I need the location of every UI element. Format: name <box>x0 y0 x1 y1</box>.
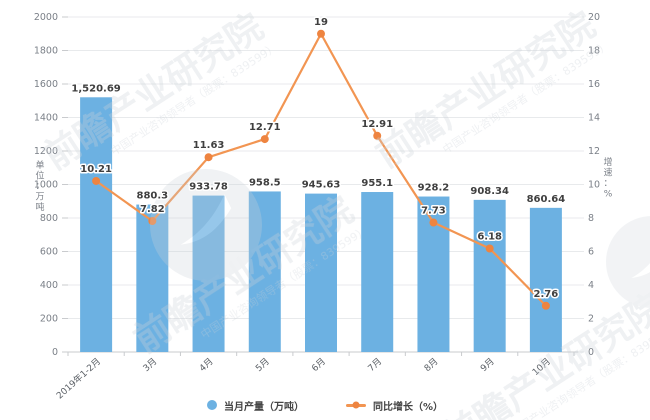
line-series <box>92 29 550 310</box>
svg-text:12.71: 12.71 <box>249 122 281 133</box>
svg-text:7.73: 7.73 <box>421 206 446 217</box>
svg-text:9月: 9月 <box>478 356 496 374</box>
svg-text:1200: 1200 <box>34 146 58 157</box>
svg-text:2: 2 <box>588 314 594 325</box>
svg-text:18: 18 <box>588 46 600 57</box>
svg-text:12.91: 12.91 <box>361 119 393 130</box>
svg-text:1600: 1600 <box>34 79 58 90</box>
line-point-6月[interactable] <box>317 29 325 38</box>
right-axis-title: 增速：% <box>603 156 612 200</box>
svg-text:600: 600 <box>40 247 58 258</box>
svg-text:20: 20 <box>588 12 600 23</box>
line-point-3月[interactable] <box>148 217 157 226</box>
line-point-7月[interactable] <box>373 131 382 140</box>
left-axis-title: 单位：万吨 <box>35 159 44 213</box>
svg-text:10.21: 10.21 <box>80 164 112 175</box>
svg-text:16: 16 <box>588 79 600 90</box>
bar-6月[interactable] <box>305 193 337 352</box>
svg-text:6月: 6月 <box>310 356 328 374</box>
svg-text:4: 4 <box>588 280 594 291</box>
watermark-logo-icon <box>150 169 262 281</box>
svg-text:200: 200 <box>40 314 58 325</box>
svg-text:1400: 1400 <box>34 113 58 124</box>
svg-text:1,520.69: 1,520.69 <box>71 83 120 94</box>
svg-text:2000: 2000 <box>34 12 58 23</box>
svg-text:8: 8 <box>588 213 594 224</box>
legend-label-yoy-growth: 同比增长（%） <box>372 401 444 413</box>
bar-9月[interactable] <box>473 199 506 352</box>
svg-text:400: 400 <box>40 280 58 291</box>
legend: 当月产量（万吨） 同比增长（%） <box>0 396 650 414</box>
svg-text:958.5: 958.5 <box>249 177 281 188</box>
line-series-marker-icon <box>345 401 366 409</box>
svg-text:4月: 4月 <box>197 356 215 374</box>
line-point-2019年1-2月[interactable] <box>92 176 101 185</box>
svg-text:928.2: 928.2 <box>418 183 450 194</box>
legend-item-yoy-growth[interactable]: 同比增长（%） <box>345 398 444 413</box>
svg-text:880.3: 880.3 <box>137 191 169 202</box>
svg-text:800: 800 <box>40 213 58 224</box>
bar-10月[interactable] <box>529 207 562 352</box>
line-point-8月[interactable] <box>429 218 438 227</box>
legend-item-monthly-output[interactable]: 当月产量（万吨） <box>206 398 304 413</box>
svg-text:908.34: 908.34 <box>470 186 509 197</box>
svg-text:860.64: 860.64 <box>527 194 566 205</box>
line-point-5月[interactable] <box>260 135 269 144</box>
watermark-logo-icon <box>606 216 650 308</box>
svg-text:6: 6 <box>588 247 594 258</box>
svg-text:0: 0 <box>588 347 594 358</box>
svg-text:945.63: 945.63 <box>302 180 341 191</box>
svg-text:5月: 5月 <box>253 356 271 374</box>
svg-text:7.82: 7.82 <box>140 204 165 215</box>
bar-7月[interactable] <box>361 192 394 352</box>
svg-text:2019年1-2月: 2019年1-2月 <box>54 355 103 401</box>
line-point-9月[interactable] <box>485 244 494 253</box>
svg-text:1800: 1800 <box>34 46 58 57</box>
svg-text:6.18: 6.18 <box>477 231 502 242</box>
svg-text:1000: 1000 <box>34 180 58 191</box>
svg-text:8月: 8月 <box>422 356 440 374</box>
svg-text:10: 10 <box>588 180 600 191</box>
svg-text:7月: 7月 <box>366 356 384 374</box>
legend-label-monthly-output: 当月产量（万吨） <box>223 401 304 413</box>
svg-text:933.78: 933.78 <box>189 182 228 193</box>
svg-text:19: 19 <box>314 17 328 28</box>
svg-text:0: 0 <box>52 347 58 358</box>
bar-5月[interactable] <box>248 191 281 352</box>
line-point-4月[interactable] <box>204 153 213 162</box>
bar-series-marker-icon <box>206 400 217 410</box>
bar-3月[interactable] <box>136 204 169 352</box>
bar-series <box>80 97 562 352</box>
data-labels: 1,520.69 880.3 933.78 958.5 945.63 955.1 928.2… <box>70 15 567 301</box>
line-point-10月[interactable] <box>541 301 550 310</box>
bar-4月[interactable] <box>192 195 225 352</box>
svg-text:14: 14 <box>588 113 600 124</box>
svg-text:955.1: 955.1 <box>361 178 393 189</box>
svg-text:前瞻产业研究院: 前瞻产业研究院 <box>369 5 603 177</box>
svg-text:12: 12 <box>588 146 600 157</box>
bar-2019年1-2月[interactable] <box>80 97 113 352</box>
svg-text:11.63: 11.63 <box>193 140 225 151</box>
svg-text:2.76: 2.76 <box>534 289 559 300</box>
